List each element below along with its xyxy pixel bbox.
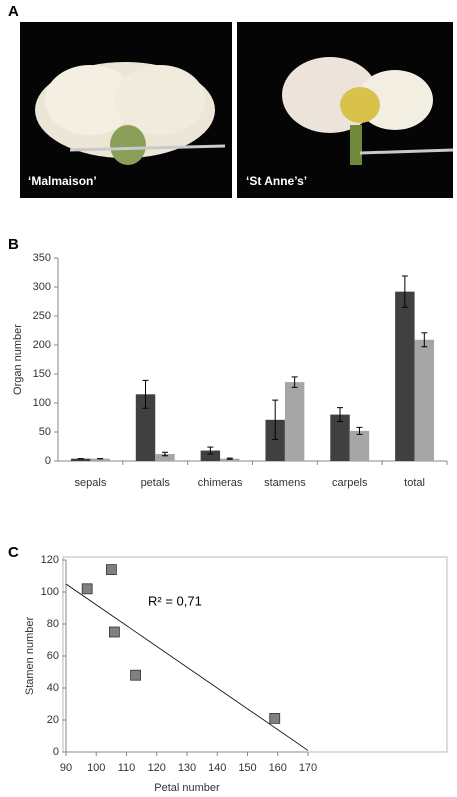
bar [284, 382, 305, 461]
y-tick-label: 60 [47, 650, 59, 662]
point [269, 713, 281, 724]
x-tick-label: stamens [264, 477, 306, 489]
plot-frame [62, 556, 448, 753]
bar [349, 430, 370, 461]
y-axis-label: Stamen number [24, 617, 36, 696]
point [109, 626, 120, 638]
bar [414, 339, 435, 461]
y-tick-label: 350 [33, 252, 51, 264]
y-tick-label: 250 [33, 310, 51, 322]
error-bar [401, 275, 408, 308]
y-tick-label: 100 [41, 586, 59, 598]
bar [135, 394, 156, 461]
x-tick-label: sepals [75, 477, 107, 489]
point [105, 564, 117, 575]
y-tick-label: 150 [33, 368, 51, 380]
error-bar [207, 446, 214, 455]
x-tick-label: 100 [87, 762, 105, 774]
point [81, 583, 93, 595]
error-bar [356, 426, 363, 435]
error-bar [272, 399, 279, 441]
x-tick-label: 150 [238, 762, 256, 774]
panel-label: A [8, 3, 19, 20]
x-tick-label: 120 [148, 762, 166, 774]
error-bar [421, 332, 428, 348]
x-tick-label: 110 [118, 762, 136, 774]
bar [395, 291, 415, 461]
photo-caption: ‘Malmaison’ [28, 174, 97, 188]
y-tick-label: 20 [47, 714, 59, 726]
bar [90, 458, 110, 461]
x-tick-label: 130 [178, 762, 196, 774]
error-bar [161, 451, 168, 457]
trendline [65, 583, 309, 751]
bar [220, 458, 240, 461]
x-tick-label: 160 [269, 762, 287, 774]
flower-illustration [35, 57, 454, 165]
y-tick-label: 120 [41, 554, 59, 566]
x-tick-label: 90 [60, 762, 72, 774]
y-axis-label: Organ number [12, 324, 24, 395]
y-tick-label: 0 [53, 746, 59, 758]
bar [70, 458, 91, 461]
y-tick-label: 80 [47, 618, 59, 630]
error-bar [291, 376, 298, 388]
x-tick-label: chimeras [198, 477, 243, 489]
panel-label: B [8, 236, 19, 253]
photo-caption: ‘St Anne’s’ [246, 174, 307, 188]
y-tick-label: 100 [33, 397, 51, 409]
error-bar [142, 379, 149, 409]
bar [200, 450, 221, 461]
panel-label: C [8, 544, 19, 561]
x-tick-label: 140 [208, 762, 226, 774]
y-tick-label: 300 [33, 281, 51, 293]
bar [330, 414, 350, 461]
error-bar [226, 457, 233, 460]
error-bar [337, 407, 344, 423]
bar [155, 454, 175, 461]
y-tick-label: 0 [45, 455, 51, 467]
y-tick-label: 40 [47, 682, 59, 694]
x-tick-label: carpels [332, 477, 368, 489]
x-axis-label: Petal number [154, 782, 220, 794]
x-tick-label: total [404, 477, 425, 489]
annotation: R² = 0,71 [148, 593, 202, 608]
point [130, 669, 141, 681]
bar [265, 419, 285, 461]
x-tick-label: 170 [299, 762, 317, 774]
y-tick-label: 200 [33, 339, 51, 351]
y-tick-label: 50 [39, 426, 51, 438]
x-tick-label: petals [141, 477, 171, 489]
